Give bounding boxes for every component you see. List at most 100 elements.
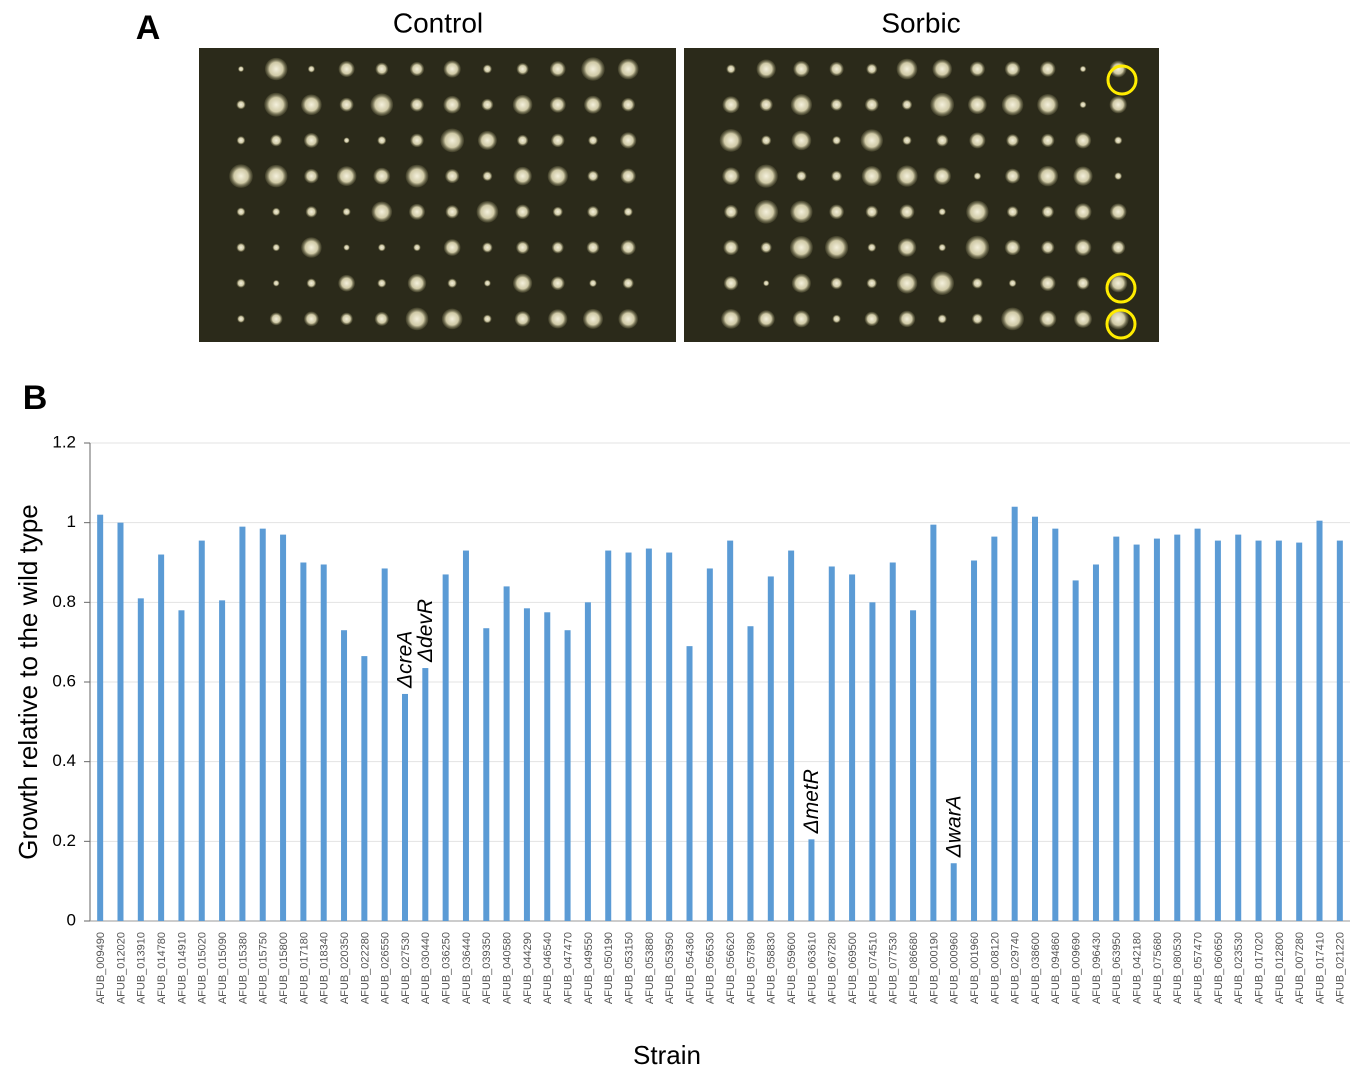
bar [321, 564, 327, 921]
colony [897, 273, 918, 294]
x-tick-label: AFUB_021220 [1335, 932, 1347, 1004]
colony [1075, 239, 1092, 256]
colony [444, 239, 461, 256]
colony [413, 244, 420, 251]
colony [938, 244, 945, 251]
colony [445, 169, 459, 183]
x-tick-label: AFUB_059600 [786, 932, 798, 1004]
colony [483, 315, 492, 324]
x-tick-label: AFUB_018340 [319, 932, 331, 1004]
colony [722, 96, 739, 113]
annotation: ΔwarA [942, 795, 965, 858]
colony [484, 280, 491, 287]
colony [238, 66, 244, 72]
bar [483, 628, 489, 921]
bar [1093, 564, 1099, 921]
colony [1005, 169, 1020, 184]
bar [626, 553, 632, 921]
x-tick-label: AFUB_020350 [339, 932, 351, 1004]
colony [552, 242, 564, 254]
x-tick-label: AFUB_046540 [542, 932, 554, 1004]
x-tick-label: AFUB_069500 [847, 932, 859, 1004]
bar [1317, 521, 1323, 921]
x-tick-label: AFUB_023530 [1233, 932, 1245, 1004]
x-tick-label: AFUB_017410 [1314, 932, 1326, 1004]
colony [972, 278, 983, 289]
x-tick-label: AFUB_044290 [522, 932, 534, 1004]
colony [832, 315, 840, 323]
x-tick-label: AFUB_057470 [1192, 932, 1204, 1004]
colony [796, 171, 806, 181]
colony [584, 96, 602, 114]
bar [565, 630, 571, 921]
x-tick-label: AFUB_030440 [420, 932, 432, 1004]
colony [938, 314, 947, 323]
colony [236, 100, 245, 109]
colony [897, 59, 918, 80]
bar [1235, 535, 1241, 921]
x-tick-label: AFUB_053880 [644, 932, 656, 1004]
colony [862, 166, 882, 186]
annotation: ΔmetR [800, 769, 823, 834]
colony [378, 244, 386, 252]
colony [308, 65, 315, 72]
figure: A Control Sorbic B Strain Growth relativ… [0, 0, 1354, 1071]
x-tick-label: AFUB_036440 [461, 932, 473, 1004]
colony [229, 164, 253, 188]
bar [524, 608, 530, 921]
bar [504, 586, 510, 921]
colony [516, 241, 529, 254]
colony [624, 207, 633, 216]
colony [517, 63, 529, 75]
bar [1032, 517, 1038, 921]
y-tick-label: 0.2 [52, 831, 76, 850]
colony [343, 208, 351, 216]
x-tick-label: AFUB_075680 [1152, 932, 1164, 1004]
colony [448, 279, 457, 288]
colony [483, 65, 492, 74]
x-tick-label: AFUB_054360 [684, 932, 696, 1004]
x-tick-label: AFUB_015020 [197, 932, 209, 1004]
colony [406, 165, 429, 188]
x-tick-label: AFUB_026550 [380, 932, 392, 1004]
bar [544, 612, 550, 921]
colony [724, 276, 738, 290]
x-tick-label: AFUB_007280 [1294, 932, 1306, 1004]
colony [720, 129, 743, 152]
colony [1040, 61, 1055, 76]
bar [382, 568, 388, 921]
colony [829, 204, 844, 219]
bar [890, 563, 896, 922]
x-tick-label: AFUB_000960 [949, 932, 961, 1004]
colony [621, 168, 636, 183]
colony [272, 244, 279, 251]
colony [932, 59, 952, 79]
colony [790, 201, 812, 223]
colony [482, 171, 492, 181]
bar [300, 563, 306, 922]
bar [1174, 535, 1180, 921]
colony [375, 63, 388, 76]
bar [260, 529, 266, 921]
x-tick-label: AFUB_040580 [502, 932, 514, 1004]
colony [517, 135, 528, 146]
colony [515, 311, 531, 327]
colony [306, 206, 317, 217]
x-tick-label: AFUB_063610 [806, 932, 818, 1004]
colony [237, 315, 245, 323]
x-tick-label: AFUB_047470 [562, 932, 574, 1004]
colony [377, 136, 386, 145]
x-tick-label: AFUB_049550 [583, 932, 595, 1004]
colony [969, 132, 985, 148]
colony [265, 58, 288, 81]
colony [301, 237, 322, 258]
colony [1039, 310, 1056, 327]
x-tick-label: AFUB_057890 [745, 932, 757, 1004]
annotation: ΔdevR [414, 599, 437, 663]
x-tick-label: AFUB_022280 [359, 932, 371, 1004]
plate-title: Control [393, 7, 483, 38]
colony [236, 243, 245, 252]
x-tick-label: AFUB_074510 [867, 932, 879, 1004]
colony [831, 99, 843, 111]
